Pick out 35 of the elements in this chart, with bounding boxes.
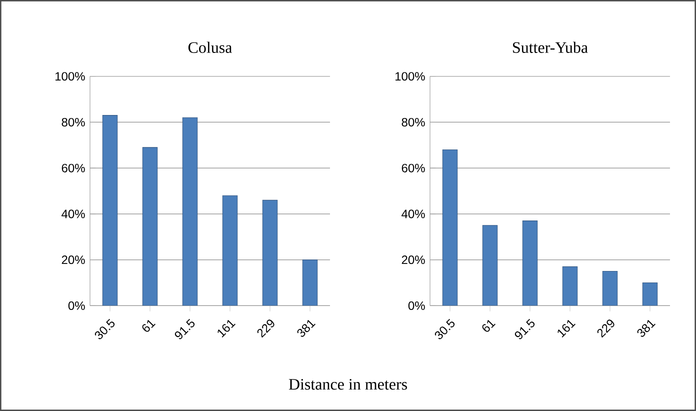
x-tick-label: 61 bbox=[482, 320, 496, 332]
bar bbox=[642, 282, 658, 306]
x-tick-label: 161 bbox=[558, 320, 576, 338]
y-tick-label: 0% bbox=[68, 301, 85, 310]
bar bbox=[562, 266, 578, 306]
y-tick-label: 0% bbox=[408, 301, 425, 310]
x-axis-title: Distance in meters bbox=[288, 378, 407, 390]
bar bbox=[262, 200, 278, 306]
y-tick-label: 100% bbox=[56, 72, 85, 81]
bar bbox=[302, 260, 318, 306]
y-tick-label: 40% bbox=[62, 210, 85, 218]
bar bbox=[602, 270, 618, 306]
bar bbox=[442, 149, 458, 306]
x-tick-label: 161 bbox=[218, 320, 236, 338]
bar bbox=[182, 117, 198, 306]
bar bbox=[482, 225, 498, 306]
y-tick-label: 80% bbox=[402, 118, 425, 126]
y-tick-label: 20% bbox=[62, 256, 85, 264]
y-tick-label: 40% bbox=[402, 210, 425, 218]
bar bbox=[522, 220, 538, 306]
bar bbox=[142, 147, 158, 306]
y-tick-label: 20% bbox=[402, 256, 425, 264]
x-tick-label: 229 bbox=[597, 320, 614, 338]
chart-title: Colusa bbox=[188, 42, 232, 53]
y-tick-label: 100% bbox=[396, 72, 425, 81]
y-tick-label: 80% bbox=[62, 118, 85, 126]
x-tick-label: 229 bbox=[257, 320, 274, 338]
x-tick-label: 381 bbox=[297, 320, 316, 337]
chart-title: Sutter-Yuba bbox=[513, 42, 588, 53]
x-tick-label: 381 bbox=[637, 320, 656, 337]
bar bbox=[222, 195, 238, 306]
bar bbox=[102, 115, 118, 306]
x-tick-label: 61 bbox=[142, 320, 156, 332]
y-tick-label: 60% bbox=[402, 164, 425, 172]
y-tick-label: 60% bbox=[62, 164, 85, 172]
